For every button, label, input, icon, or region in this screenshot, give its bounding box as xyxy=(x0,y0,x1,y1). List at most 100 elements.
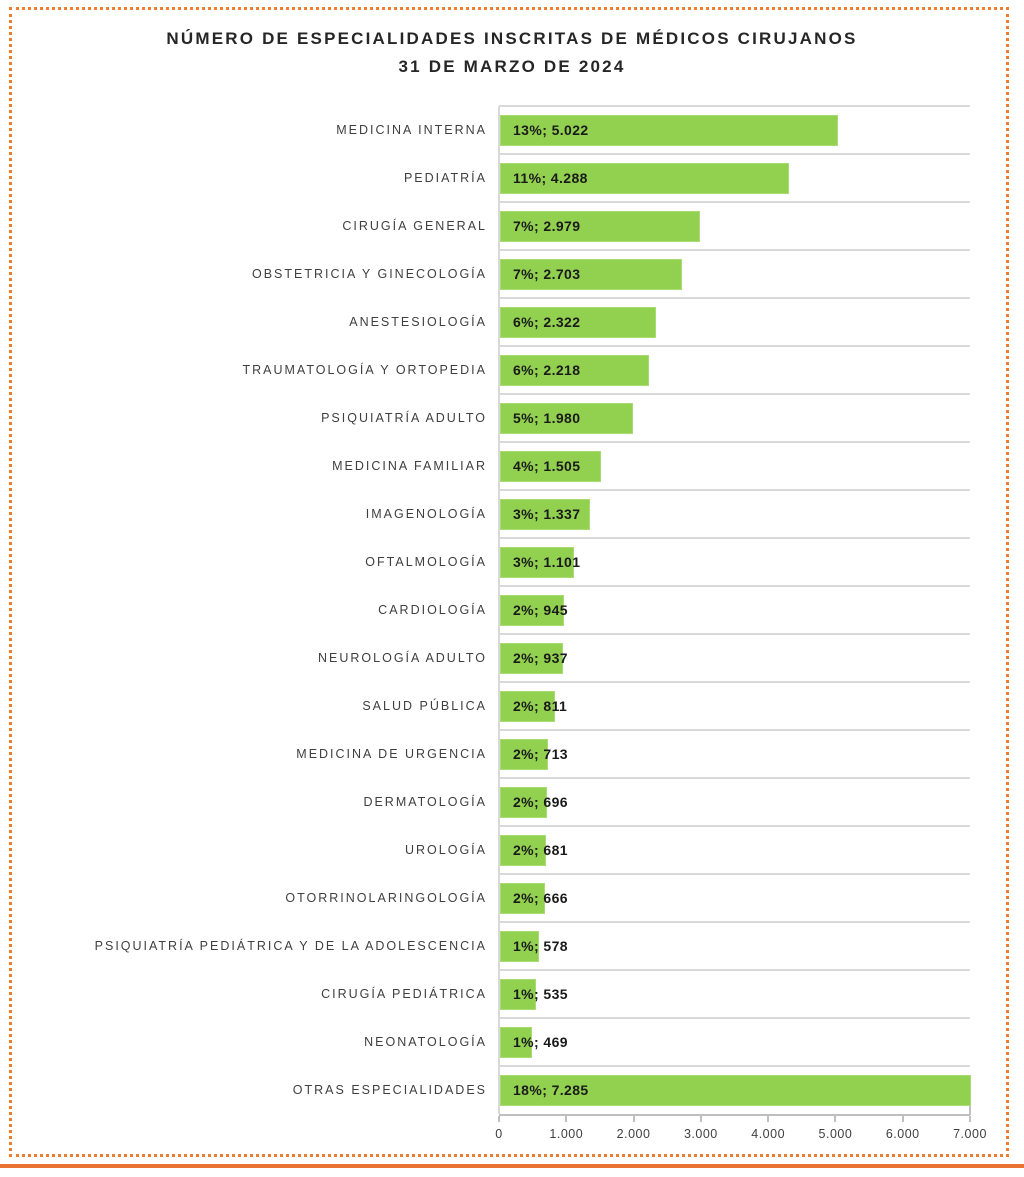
bar xyxy=(500,834,546,866)
gridline xyxy=(499,633,970,635)
gridline xyxy=(499,153,970,155)
x-axis-line xyxy=(499,1114,970,1116)
x-axis-tick xyxy=(901,1116,904,1122)
x-axis-tick xyxy=(565,1116,568,1122)
bar xyxy=(500,978,536,1010)
bar xyxy=(500,786,547,818)
x-axis-tick xyxy=(767,1116,770,1122)
x-axis-tick-label: 0 xyxy=(495,1127,503,1141)
bottom-orange-rule xyxy=(0,1164,1024,1168)
bar-value-label: 7%; 2.703 xyxy=(513,265,581,282)
bar-value-label: 2%; 681 xyxy=(513,841,568,858)
bar-value-label: 1%; 578 xyxy=(513,937,568,954)
chart-title: NÚMERO DE ESPECIALIDADES INSCRITAS DE MÉ… xyxy=(0,25,1024,81)
bar xyxy=(500,882,545,914)
bar-value-label: 2%; 937 xyxy=(513,649,568,666)
gridline xyxy=(499,777,970,779)
bar-value-label: 5%; 1.980 xyxy=(513,409,581,426)
bar xyxy=(500,258,682,290)
bar xyxy=(500,642,564,674)
bar-value-label: 2%; 696 xyxy=(513,793,568,810)
category-label: NEUROLOGÍA ADULTO xyxy=(318,651,487,665)
category-label: PEDIATRÍA xyxy=(403,171,487,185)
bar-value-label: 3%; 1.101 xyxy=(513,553,581,570)
gridline xyxy=(499,393,970,395)
bar xyxy=(500,162,789,194)
gridline xyxy=(499,345,970,347)
gridline xyxy=(499,921,970,923)
bar-value-label: 1%; 469 xyxy=(513,1033,568,1050)
x-axis-tick-label: 3.000 xyxy=(683,1127,718,1141)
category-label: MEDICINA INTERNA xyxy=(336,123,487,137)
bar-value-label: 3%; 1.337 xyxy=(513,505,581,522)
category-label: CIRUGÍA PEDIÁTRICA xyxy=(321,987,487,1001)
bar xyxy=(500,354,650,386)
category-label: MEDICINA FAMILIAR xyxy=(332,459,487,473)
gridline xyxy=(499,825,970,827)
x-axis-tick-label: 2.000 xyxy=(616,1127,651,1141)
bar xyxy=(500,210,701,242)
category-label: OFTALMOLOGÍA xyxy=(365,555,487,569)
category-label: OBSTETRICIA Y GINECOLOGÍA xyxy=(251,267,487,281)
bar xyxy=(500,114,838,146)
category-label: MEDICINA DE URGENCIA xyxy=(296,747,487,761)
gridline xyxy=(499,681,970,683)
gridline xyxy=(499,201,970,203)
bar-value-label: 7%; 2.979 xyxy=(513,217,581,234)
x-axis-tick xyxy=(834,1116,837,1122)
gridline xyxy=(499,873,970,875)
bar-value-label: 1%; 535 xyxy=(513,985,568,1002)
gridline xyxy=(499,537,970,539)
bar-value-label: 18%; 7.285 xyxy=(513,1081,589,1098)
gridline xyxy=(499,1065,970,1067)
x-axis-tick-label: 6.000 xyxy=(885,1127,920,1141)
gridline xyxy=(499,105,970,107)
chart-title-line2: 31 DE MARZO DE 2024 xyxy=(398,57,626,76)
gridline xyxy=(499,729,970,731)
gridline xyxy=(499,297,970,299)
x-axis-tick-label: 1.000 xyxy=(549,1127,584,1141)
bar-value-label: 2%; 666 xyxy=(513,889,568,906)
bar-value-label: 2%; 811 xyxy=(513,697,568,714)
bar-value-label: 2%; 713 xyxy=(513,745,568,762)
bar xyxy=(500,1026,532,1058)
category-label: CARDIOLOGÍA xyxy=(378,603,487,617)
bar xyxy=(500,306,657,338)
bar xyxy=(500,690,555,722)
category-label: DERMATOLOGÍA xyxy=(363,795,487,809)
gridline xyxy=(499,585,970,587)
x-axis-tick xyxy=(498,1116,500,1122)
bar-value-label: 13%; 5.022 xyxy=(513,121,589,138)
bar xyxy=(500,1074,971,1106)
gridline xyxy=(499,969,970,971)
bar xyxy=(500,594,564,626)
category-label: CIRUGÍA GENERAL xyxy=(342,219,487,233)
gridline xyxy=(499,441,970,443)
x-axis-tick-label: 5.000 xyxy=(818,1127,853,1141)
x-axis-tick xyxy=(699,1116,702,1122)
category-label: OTRAS ESPECIALIDADES xyxy=(292,1083,487,1097)
category-label: NEONATOLOGÍA xyxy=(364,1035,487,1049)
bar-value-label: 6%; 2.322 xyxy=(513,313,581,330)
category-label: PSIQUIATRÍA ADULTO xyxy=(321,411,487,425)
bar xyxy=(500,498,590,530)
y-axis-line xyxy=(498,106,500,1114)
x-axis-tick-label: 7.000 xyxy=(953,1127,987,1141)
category-label: IMAGENOLOGÍA xyxy=(365,507,487,521)
bar xyxy=(500,738,548,770)
gridline xyxy=(499,1017,970,1019)
category-label: SALUD PÚBLICA xyxy=(362,699,487,713)
bar xyxy=(500,402,634,434)
gridline xyxy=(499,489,970,491)
bar-value-label: 11%; 4.288 xyxy=(513,169,588,186)
x-axis-end-tick xyxy=(969,1106,971,1115)
bar xyxy=(500,450,602,482)
gridline xyxy=(499,249,970,251)
bar-value-label: 2%; 945 xyxy=(513,601,568,618)
bar xyxy=(500,546,575,578)
x-axis-tick-label: 4.000 xyxy=(751,1127,786,1141)
category-label: ANESTESIOLOGÍA xyxy=(349,315,487,329)
bar xyxy=(500,930,539,962)
